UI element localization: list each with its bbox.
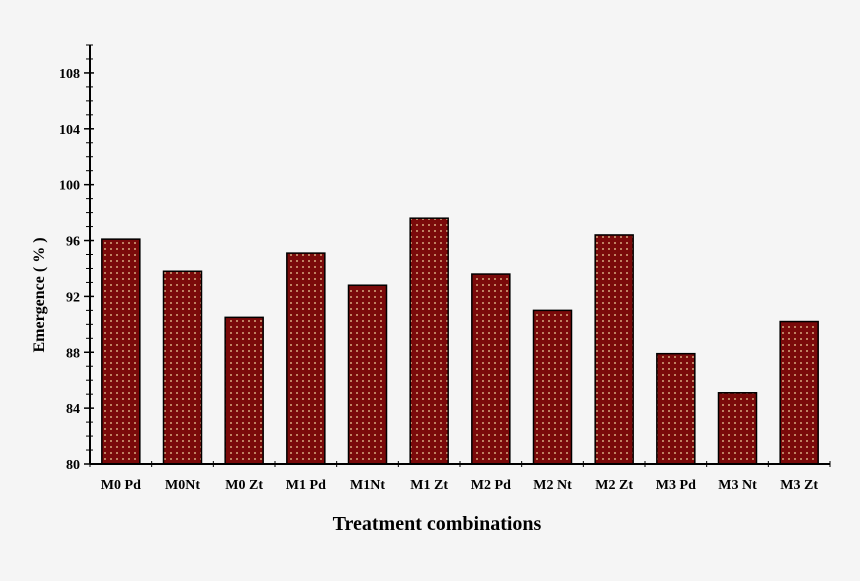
x-tick-label: M1Nt xyxy=(350,478,385,493)
y-tick-label: 80 xyxy=(66,458,80,473)
x-tick-label: M2 Nt xyxy=(533,478,572,493)
axes-group xyxy=(84,44,831,467)
y-tick-label: 96 xyxy=(66,235,80,250)
bar xyxy=(101,238,141,465)
x-tick-label: M1 Pd xyxy=(286,478,326,493)
bar xyxy=(409,217,449,465)
bar xyxy=(347,284,388,465)
x-axis-title: Treatment combinations xyxy=(333,513,542,535)
x-tick-label: M2 Zt xyxy=(595,478,633,493)
y-tick-label: 88 xyxy=(66,346,80,361)
bar xyxy=(162,270,203,465)
bar xyxy=(594,234,634,465)
bar xyxy=(656,352,696,465)
y-axis-title: Emergence ( % ) xyxy=(31,237,48,352)
y-tick-label: 92 xyxy=(66,290,80,305)
x-tick-label: M0 Zt xyxy=(225,478,263,493)
y-tick-label: 108 xyxy=(59,67,80,82)
y-tick-label: 84 xyxy=(66,402,80,417)
x-tick-label: M0 Pd xyxy=(101,478,141,493)
bar xyxy=(286,252,326,465)
bar xyxy=(224,316,264,465)
bars-group xyxy=(101,217,819,465)
x-tick-label: M3 Pd xyxy=(656,478,696,493)
y-tick-label: 100 xyxy=(59,179,80,194)
bar xyxy=(471,273,511,465)
bar xyxy=(717,392,758,465)
y-tick-label: 104 xyxy=(59,123,80,138)
bar xyxy=(779,320,819,465)
x-tick-label: M2 Pd xyxy=(471,478,511,493)
labels-group: M0 Pd M0Nt M0 Zt M1 Pd M1Nt M1 Zt M2 Pd M2 Nt M2… xyxy=(59,67,818,493)
x-tick-label: M1 Zt xyxy=(410,478,448,493)
x-tick-label: M0Nt xyxy=(165,478,200,493)
x-tick-label: M3 Zt xyxy=(780,478,818,493)
bar xyxy=(532,309,573,465)
x-tick-label: M3 Nt xyxy=(718,478,757,493)
